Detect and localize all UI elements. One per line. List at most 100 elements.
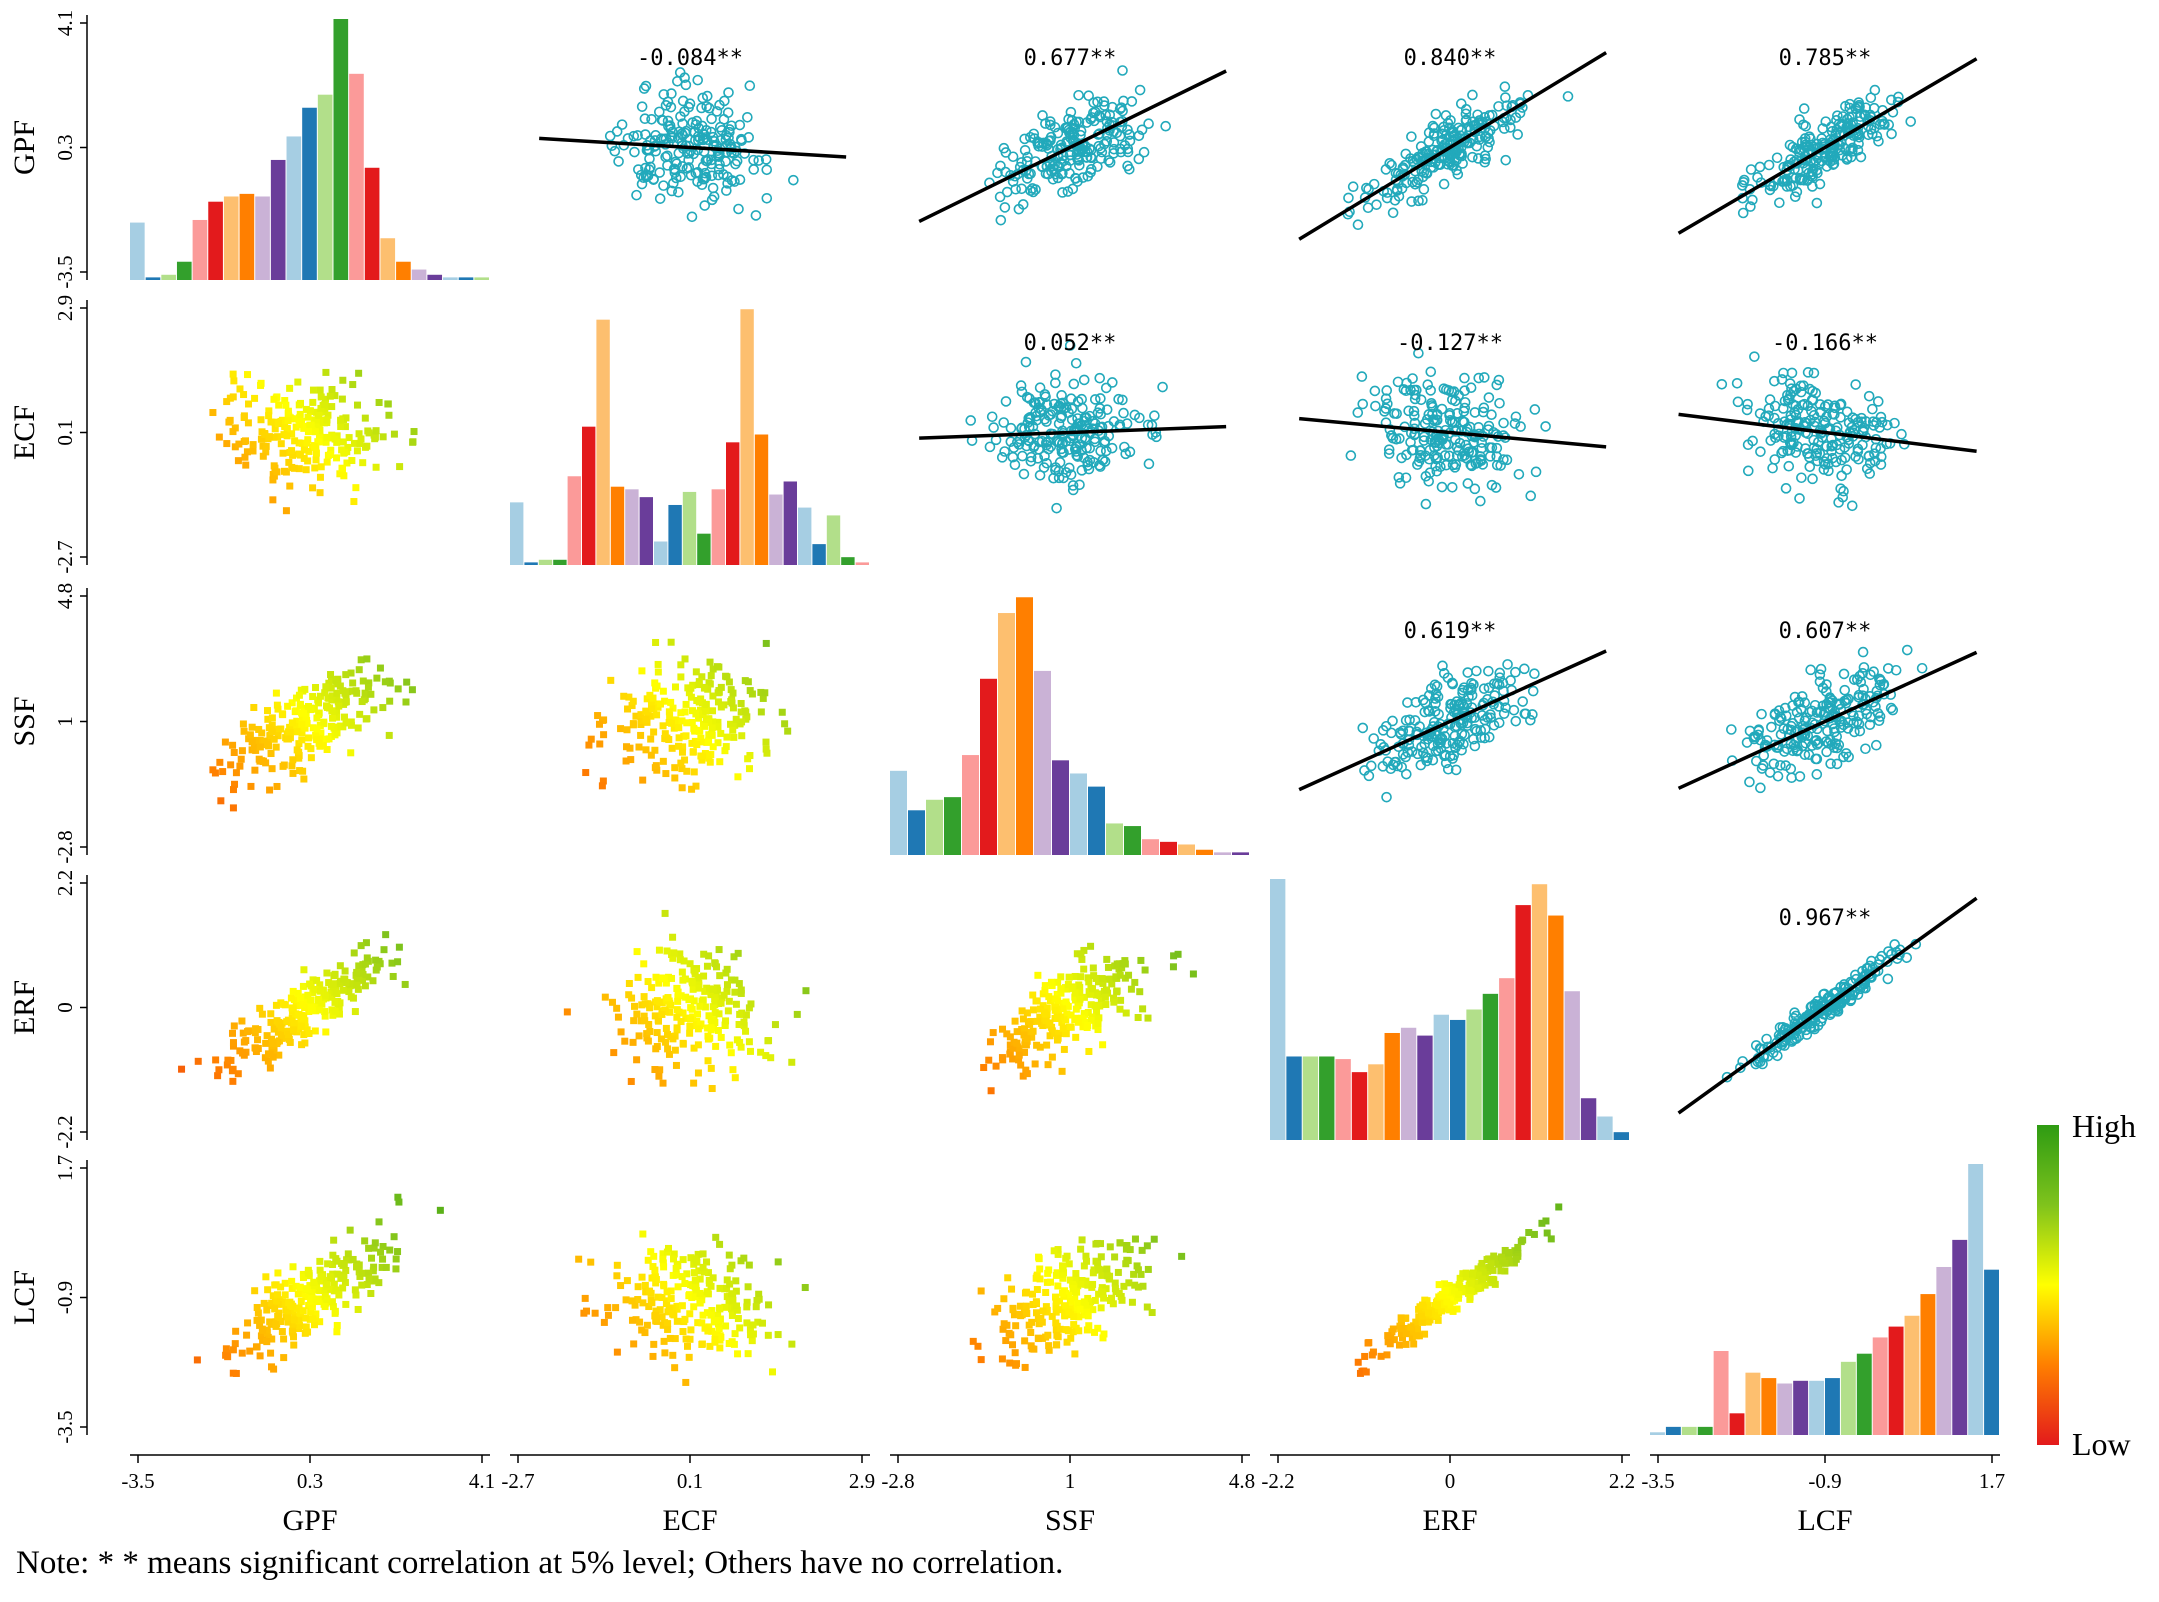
scatter-point	[600, 1318, 608, 1326]
scatter-point	[1808, 434, 1820, 446]
scatter-point	[354, 401, 362, 409]
scatter-point	[668, 177, 679, 189]
scatter-point	[317, 463, 325, 471]
scatter-point	[1365, 1339, 1373, 1347]
scatter-point	[1800, 120, 1812, 132]
scatter-point	[690, 1079, 698, 1087]
scatter-point	[691, 1255, 699, 1263]
scatter-point	[647, 735, 655, 743]
scatter-point	[612, 1304, 620, 1312]
scatter-point	[636, 1318, 644, 1326]
scatter-point	[1455, 98, 1467, 110]
scatter-point	[654, 668, 662, 676]
scatter-point	[1052, 1319, 1060, 1327]
scatter-point	[1818, 464, 1830, 475]
scatter-point	[353, 1263, 361, 1271]
scatter-point	[1407, 1323, 1415, 1331]
scatter-point	[613, 156, 624, 167]
scatter-point	[312, 456, 320, 464]
scatter-point	[280, 1000, 288, 1008]
scatter-point	[651, 1273, 659, 1281]
histogram-bar	[1904, 1315, 1920, 1435]
scatter-point	[1844, 111, 1855, 123]
scatter-point	[1841, 406, 1853, 418]
scatter-point	[999, 446, 1010, 457]
histogram-bar	[841, 557, 855, 565]
scatter-point	[675, 734, 683, 742]
scatter-point	[316, 386, 324, 394]
scatter-point	[1493, 374, 1505, 386]
scatter-point	[386, 697, 394, 705]
histogram-bar	[1433, 1014, 1449, 1140]
scatter-point	[1825, 121, 1837, 133]
scatter-point	[299, 1307, 307, 1315]
scatter-point	[1039, 450, 1050, 462]
scatter-point	[1012, 1322, 1020, 1330]
scatter-point	[342, 698, 350, 706]
scatter-point	[1443, 1298, 1451, 1306]
scatter-point	[1397, 725, 1409, 737]
scatter-point	[1788, 385, 1800, 397]
scatter-point	[630, 1340, 638, 1348]
scatter-point	[1538, 1219, 1546, 1227]
scatter-point	[733, 203, 744, 215]
scatter-point	[1416, 741, 1427, 753]
scatter-point	[1121, 418, 1133, 429]
correlation-label: 0.052**	[1024, 331, 1117, 356]
scatter-point	[747, 1000, 755, 1008]
scatter-point	[637, 731, 645, 739]
scatter-point	[746, 687, 754, 695]
scatter-point	[1459, 372, 1470, 384]
scatter-point	[646, 114, 657, 125]
scatter-point	[1061, 1302, 1069, 1310]
x-tick-label: -3.5	[121, 1469, 154, 1493]
scatter-point	[563, 1008, 571, 1016]
scatter-point	[1424, 1309, 1432, 1317]
scatter-point	[290, 1333, 298, 1341]
scatter-point	[784, 727, 792, 735]
scatter-point	[771, 1021, 779, 1029]
scatter-point	[1095, 408, 1106, 420]
scatter-point	[711, 959, 719, 967]
scatter-point	[282, 507, 290, 515]
scatter-point	[289, 769, 297, 777]
scatter-point	[713, 663, 721, 671]
scatter-point	[1143, 1242, 1151, 1250]
regression-line	[1298, 649, 1607, 792]
scatter-point	[1065, 155, 1076, 166]
scatter-point	[587, 1258, 595, 1266]
scatter-point	[1070, 1321, 1078, 1329]
scatter-point	[1769, 428, 1781, 440]
histogram-bar	[1548, 915, 1564, 1140]
scatter-point	[239, 720, 247, 728]
scatter-point	[656, 114, 668, 126]
scatter-point	[1474, 1284, 1482, 1292]
scatter-point	[651, 1311, 659, 1319]
scatter-point	[698, 1340, 706, 1348]
scatter-point	[654, 193, 666, 204]
scatter-point	[1500, 154, 1512, 166]
scatter-point	[333, 1328, 341, 1336]
scatter-point	[684, 1342, 692, 1350]
scatter-point	[1423, 706, 1435, 717]
scatter-point	[1449, 462, 1461, 473]
scatter-point	[1446, 481, 1458, 493]
scatter-point	[1129, 409, 1141, 421]
histogram-bar	[270, 159, 286, 280]
scatter-point	[259, 757, 267, 765]
x-tick-label: 0.3	[297, 1469, 323, 1493]
scatter-point	[273, 468, 281, 476]
scatter-point	[664, 1325, 672, 1333]
scatter-point	[652, 1045, 660, 1053]
scatter-point	[673, 984, 681, 992]
scatter-point	[670, 1255, 678, 1263]
scatter-point	[758, 1319, 766, 1327]
scatter-point	[1398, 1325, 1406, 1333]
scatter-point	[297, 1022, 305, 1030]
scatter-point	[1438, 178, 1450, 190]
scatter-point	[1119, 960, 1127, 968]
scatter-point	[716, 1304, 724, 1312]
scatter-point	[259, 452, 267, 460]
scatter-point	[1041, 161, 1053, 172]
